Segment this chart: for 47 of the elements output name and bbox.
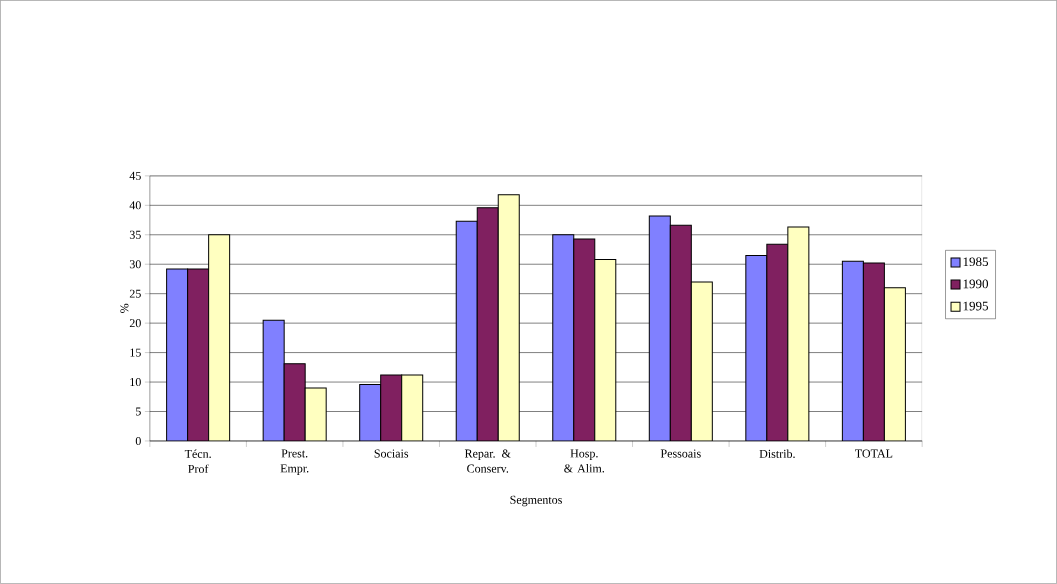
bar [208, 234, 231, 442]
x-tick-label: Técn. Prof [184, 449, 211, 474]
bar [359, 384, 382, 442]
y-tick-label: 20 [129, 319, 141, 328]
x-tick-label: Prest. Empr. [280, 449, 309, 476]
bar [497, 194, 520, 442]
bar [552, 234, 575, 442]
x-tick-label: Hosp. & Alim. [564, 449, 604, 473]
y-tick-label: 35 [129, 230, 141, 239]
x-tick-label: Repar. & Conserv. [464, 449, 511, 473]
y-tick-label: 30 [129, 260, 141, 269]
x-axis-title: Segmentos [510, 495, 562, 507]
y-tick-label: 10 [130, 378, 141, 387]
bar [380, 374, 403, 442]
y-tick-label: 40 [129, 201, 141, 210]
y-tick-label: 15 [130, 348, 141, 357]
y-tick-label: 0 [135, 437, 141, 446]
legend-label: 1990 [963, 279, 989, 289]
x-tick-label: TOTAL [855, 449, 893, 458]
bar [594, 259, 617, 442]
bar [283, 363, 306, 442]
legend-label: 1985 [963, 257, 989, 267]
bar [573, 238, 596, 442]
bar [455, 220, 478, 442]
bar [304, 387, 327, 442]
bar [883, 287, 906, 442]
bar [787, 226, 810, 442]
bar [670, 225, 692, 442]
bar [187, 268, 210, 442]
bar [862, 262, 885, 442]
bar [401, 374, 424, 442]
y-tick-label: 25 [129, 289, 141, 298]
y-tick-label: 5 [136, 407, 141, 416]
x-tick-label: Distrib. [759, 449, 795, 459]
bar [166, 268, 189, 442]
x-tick-label: Sociais [374, 449, 409, 458]
x-tick-label: Pessoais [660, 449, 701, 458]
bar [649, 216, 671, 442]
y-axis-title: % [120, 303, 129, 314]
bar [476, 207, 499, 442]
y-tick-label: 45 [129, 171, 141, 180]
bar [766, 243, 789, 442]
legend-label: 1995 [963, 301, 989, 311]
bar [262, 319, 285, 442]
bar [841, 260, 864, 442]
bar [691, 282, 713, 442]
bar [745, 254, 768, 442]
